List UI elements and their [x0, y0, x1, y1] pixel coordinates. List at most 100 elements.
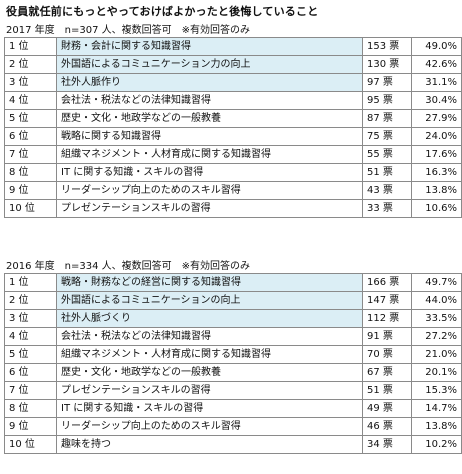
percent-cell: 21.0% [411, 345, 462, 364]
rank-cell: 8 位 [4, 399, 57, 418]
table-row: 2 位外国語によるコミュニケーション力の向上 130 票 42.6% [4, 55, 462, 74]
table-row: 1 位戦略・財務などの経営に関する知識習得 166 票 49.7% [4, 273, 462, 292]
percent-cell: 33.5% [411, 309, 462, 328]
votes-cell: 75 票 [362, 127, 412, 146]
votes-cell: 46 票 [362, 417, 412, 436]
rank-cell: 10 位 [4, 435, 57, 454]
item-cell: 組織マネジメント・人材育成に関する知識習得 [56, 345, 363, 364]
table-row: 6 位歴史・文化・地政学などの一般教養 67 票 20.1% [4, 363, 462, 382]
rank-cell: 9 位 [4, 181, 57, 200]
item-cell: リーダーシップ向上のためのスキル習得 [56, 181, 363, 200]
item-cell: 会社法・税法などの法律知識習得 [56, 91, 363, 110]
item-cell: 社外人脈づくり [56, 309, 363, 328]
percent-cell: 16.3% [411, 163, 462, 182]
item-cell: 社外人脈作り [56, 73, 363, 92]
table-row: 9 位リーダーシップ向上のためのスキル習得 46 票 13.8% [4, 417, 462, 436]
rank-cell: 1 位 [4, 273, 57, 292]
ranking-table-2017: 1 位財務・会計に関する知識習得 153 票 49.0% 2 位外国語によるコミュニケ… [4, 37, 462, 218]
rank-cell: 4 位 [4, 327, 57, 346]
rank-cell: 7 位 [4, 381, 57, 400]
votes-cell: 55 票 [362, 145, 412, 164]
table-row: 5 位組織マネジメント・人材育成に関する知識習得 70 票 21.0% [4, 345, 462, 364]
percent-cell: 14.7% [411, 399, 462, 418]
percent-cell: 30.4% [411, 91, 462, 110]
votes-cell: 95 票 [362, 91, 412, 110]
item-cell: 戦略に関する知識習得 [56, 127, 363, 146]
percent-cell: 31.1% [411, 73, 462, 92]
percent-cell: 15.3% [411, 381, 462, 400]
votes-cell: 87 票 [362, 109, 412, 128]
rank-cell: 8 位 [4, 163, 57, 182]
rank-cell: 3 位 [4, 73, 57, 92]
percent-cell: 20.1% [411, 363, 462, 382]
table-row: 6 位戦略に関する知識習得 75 票 24.0% [4, 127, 462, 146]
ranking-table-2016: 1 位戦略・財務などの経営に関する知識習得 166 票 49.7% 2 位外国語による… [4, 273, 462, 454]
rank-cell: 1 位 [4, 37, 57, 56]
rank-cell: 7 位 [4, 145, 57, 164]
rank-cell: 2 位 [4, 291, 57, 310]
table-row: 3 位社外人脈作り 97 票 31.1% [4, 73, 462, 92]
table-row: 4 位会社法・税法などの法律知識習得 91 票 27.2% [4, 327, 462, 346]
votes-cell: 153 票 [362, 37, 412, 56]
document-title: 役員就任前にもっとやっておけばよかったと後悔していること [6, 5, 319, 18]
table-row: 9 位リーダーシップ向上のためのスキル習得 43 票 13.8% [4, 181, 462, 200]
votes-cell: 112 票 [362, 309, 412, 328]
section-subtitle-2016: 2016 年度 n=334 人、複数回答可 ※有効回答のみ [6, 261, 250, 272]
item-cell: プレゼンテーションスキルの習得 [56, 381, 363, 400]
percent-cell: 27.2% [411, 327, 462, 346]
section-subtitle-2017: 2017 年度 n=307 人、複数回答可 ※有効回答のみ [6, 25, 250, 36]
table-row: 5 位歴史・文化・地政学などの一般教養 87 票 27.9% [4, 109, 462, 128]
percent-cell: 49.7% [411, 273, 462, 292]
votes-cell: 43 票 [362, 181, 412, 200]
rank-cell: 6 位 [4, 363, 57, 382]
percent-cell: 27.9% [411, 109, 462, 128]
item-cell: リーダーシップ向上のためのスキル習得 [56, 417, 363, 436]
votes-cell: 166 票 [362, 273, 412, 292]
item-cell: 会社法・税法などの法律知識習得 [56, 327, 363, 346]
votes-cell: 67 票 [362, 363, 412, 382]
percent-cell: 10.2% [411, 435, 462, 454]
rank-cell: 5 位 [4, 109, 57, 128]
votes-cell: 130 票 [362, 55, 412, 74]
table-row: 7 位プレゼンテーションスキルの習得 51 票 15.3% [4, 381, 462, 400]
item-cell: 歴史・文化・地政学などの一般教養 [56, 109, 363, 128]
percent-cell: 10.6% [411, 199, 462, 218]
percent-cell: 13.8% [411, 181, 462, 200]
votes-cell: 33 票 [362, 199, 412, 218]
item-cell: 戦略・財務などの経営に関する知識習得 [56, 273, 363, 292]
table-row: 10 位プレゼンテーションスキルの習得 33 票 10.6% [4, 199, 462, 218]
item-cell: 趣味を持つ [56, 435, 363, 454]
rank-cell: 10 位 [4, 199, 57, 218]
rank-cell: 5 位 [4, 345, 57, 364]
percent-cell: 13.8% [411, 417, 462, 436]
item-cell: プレゼンテーションスキルの習得 [56, 199, 363, 218]
rank-cell: 6 位 [4, 127, 57, 146]
votes-cell: 70 票 [362, 345, 412, 364]
table-row: 4 位会社法・税法などの法律知識習得 95 票 30.4% [4, 91, 462, 110]
item-cell: 財務・会計に関する知識習得 [56, 37, 363, 56]
votes-cell: 49 票 [362, 399, 412, 418]
percent-cell: 24.0% [411, 127, 462, 146]
votes-cell: 51 票 [362, 163, 412, 182]
item-cell: IT に関する知識・スキルの習得 [56, 399, 363, 418]
rank-cell: 9 位 [4, 417, 57, 436]
votes-cell: 51 票 [362, 381, 412, 400]
item-cell: IT に関する知識・スキルの習得 [56, 163, 363, 182]
table-row: 8 位 IT に関する知識・スキルの習得 49 票 14.7% [4, 399, 462, 418]
votes-cell: 34 票 [362, 435, 412, 454]
table-row: 1 位財務・会計に関する知識習得 153 票 49.0% [4, 37, 462, 56]
votes-cell: 91 票 [362, 327, 412, 346]
votes-cell: 147 票 [362, 291, 412, 310]
item-cell: 外国語によるコミュニケーションの向上 [56, 291, 363, 310]
table-row: 3 位社外人脈づくり 112 票 33.5% [4, 309, 462, 328]
rank-cell: 2 位 [4, 55, 57, 74]
rank-cell: 4 位 [4, 91, 57, 110]
votes-cell: 97 票 [362, 73, 412, 92]
percent-cell: 17.6% [411, 145, 462, 164]
rank-cell: 3 位 [4, 309, 57, 328]
percent-cell: 49.0% [411, 37, 462, 56]
percent-cell: 44.0% [411, 291, 462, 310]
table-row: 2 位外国語によるコミュニケーションの向上 147 票 44.0% [4, 291, 462, 310]
table-row: 7 位組織マネジメント・人材育成に関する知識習得 55 票 17.6% [4, 145, 462, 164]
